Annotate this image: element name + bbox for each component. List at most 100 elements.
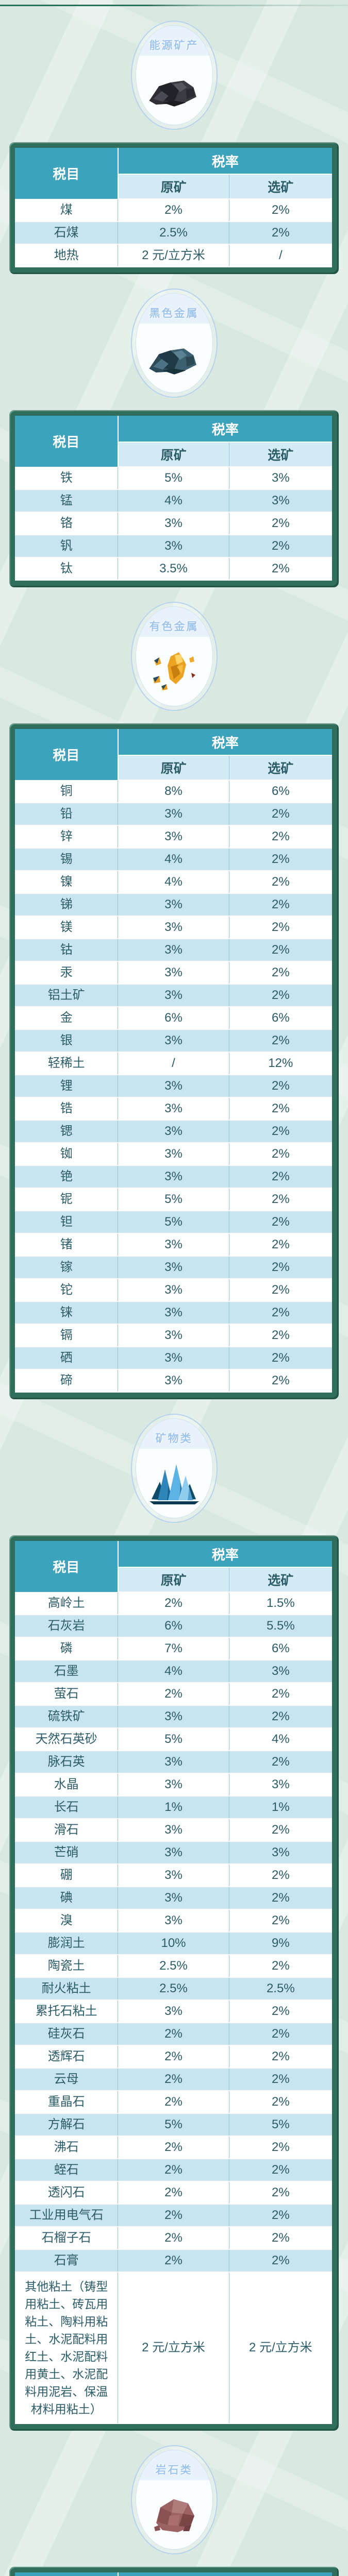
beneficiated-ore-rate-cell: 6% xyxy=(228,1007,332,1030)
beneficiated-ore-rate-cell: 2% xyxy=(228,984,332,1007)
col-header-tax-item: 税目 xyxy=(15,729,119,780)
tax-item-cell: 硅灰石 xyxy=(15,2023,118,2046)
table-row: 煤 2% 2% xyxy=(15,199,332,222)
tax-item-cell: 锌 xyxy=(15,825,118,849)
category-badge: 能源矿产 xyxy=(130,21,218,130)
raw-ore-rate-cell: 2% xyxy=(118,2045,229,2069)
beneficiated-ore-rate-cell: 2% xyxy=(228,1256,332,1279)
beneficiated-ore-rate-cell: 2% xyxy=(228,893,332,917)
table-row: 锡 4% 2% xyxy=(15,848,332,871)
tax-item-cell: 镍 xyxy=(15,871,118,894)
beneficiated-ore-rate-cell: 2% xyxy=(228,1751,332,1774)
table-row: 镍 4% 2% xyxy=(15,871,332,894)
tax-table: 税目 税率 原矿 选矿 铁 5% 3% 锰 4% 3% 铬 3% 2% 钒 3% 2% 钛 3.5% 2% xyxy=(15,416,332,581)
table-row: 钴 3% 2% xyxy=(15,939,332,962)
raw-ore-rate-cell: 2% xyxy=(118,199,229,222)
raw-ore-rate-cell: 3% xyxy=(118,1751,229,1774)
col-header-tax-rate: 税率 xyxy=(118,1541,332,1568)
tax-item-cell: 透辉石 xyxy=(15,2045,118,2069)
table-row: 镉 3% 2% xyxy=(15,1324,332,1347)
tax-item-cell: 高岭土 xyxy=(15,1592,118,1615)
beneficiated-ore-rate-cell: 3% xyxy=(228,467,332,490)
beneficiated-ore-rate-cell: / xyxy=(228,244,332,267)
raw-ore-rate-cell: 5% xyxy=(118,1211,229,1234)
raw-ore-rate-cell: 4% xyxy=(118,1660,229,1683)
raw-ore-rate-cell: 3% xyxy=(118,1301,229,1325)
table-row: 碘 3% 2% xyxy=(15,1887,332,1910)
tax-item-cell: 硼 xyxy=(15,1864,118,1887)
beneficiated-ore-rate-cell: 2% xyxy=(228,939,332,962)
tax-item-cell: 长石 xyxy=(15,1796,118,1819)
table-row: 锂 3% 2% xyxy=(15,1075,332,1098)
beneficiated-ore-rate-cell: 6% xyxy=(228,1637,332,1660)
raw-ore-rate-cell: 3% xyxy=(118,893,229,917)
beneficiated-ore-rate-cell: 2% xyxy=(228,1165,332,1189)
gold-ore-icon xyxy=(136,637,212,706)
tax-table-body: 煤 2% 2% 石煤 2.5% 2% 地热 2 元/立方米 / xyxy=(15,199,332,267)
tax-item-cell: 云母 xyxy=(15,2068,118,2091)
raw-ore-rate-cell: 3% xyxy=(118,1165,229,1189)
table-row: 镓 3% 2% xyxy=(15,1256,332,1279)
table-row: 锰 4% 3% xyxy=(15,489,332,513)
beneficiated-ore-rate-cell: 2% xyxy=(228,961,332,985)
tax-item-cell: 镉 xyxy=(15,1324,118,1347)
col-header-beneficiated-ore: 选矿 xyxy=(228,755,332,781)
tax-table: 税目 税率 原矿 选矿 高岭土 2% 1.5% 石灰岩 6% 5.5% 磷 7% 6% 石墨 4% 3… xyxy=(15,1541,332,2424)
col-header-tax-rate: 税率 xyxy=(118,2572,332,2576)
tax-table: 税目 税率 原矿 选矿 铜 8% 6% 铅 3% 2% 锌 3% 2% 锡 4% 2% 镍 4% 2% 锑 3%… xyxy=(15,729,332,1393)
category-badge: 岩石类 xyxy=(130,2445,218,2554)
beneficiated-ore-rate-cell: 5.5% xyxy=(228,1615,332,1638)
col-header-beneficiated-ore: 选矿 xyxy=(228,1567,332,1592)
beneficiated-ore-rate-cell: 2% xyxy=(228,1347,332,1370)
raw-ore-rate-cell: 3% xyxy=(118,825,229,849)
beneficiated-ore-rate-cell: 2% xyxy=(228,2227,332,2250)
tax-item-cell: 耐火粘土 xyxy=(15,1977,118,2001)
col-header-beneficiated-ore: 选矿 xyxy=(228,442,332,467)
section-ferrous-metals: 黑色金属 税目 税率 原矿 选矿 铁 5% 3% 锰 4% 3% 铬 3 xyxy=(0,289,348,587)
beneficiated-ore-rate-cell: 2% xyxy=(228,222,332,245)
table-row: 地热 2 元/立方米 / xyxy=(15,244,332,267)
raw-ore-rate-cell: 2% xyxy=(118,2227,229,2250)
raw-ore-rate-cell: 6% xyxy=(118,1007,229,1030)
raw-ore-rate-cell: 3% xyxy=(118,1864,229,1887)
tax-item-cell: 天然石英砂 xyxy=(15,1728,118,1751)
raw-ore-rate-cell: 3% xyxy=(118,1909,229,1933)
tax-table-card: 税目 税率 原矿 选矿 铁 5% 3% 锰 4% 3% 铬 3% 2% 钒 3% 2% 钛 3.5% 2% xyxy=(9,410,339,587)
beneficiated-ore-rate-cell: 2% xyxy=(228,1887,332,1910)
tax-item-cell: 铅 xyxy=(15,803,118,826)
beneficiated-ore-rate-cell: 2% xyxy=(228,825,332,849)
raw-ore-rate-cell: 4% xyxy=(118,848,229,871)
table-row: 铝土矿 3% 2% xyxy=(15,984,332,1007)
beneficiated-ore-rate-cell: 2 元/立方米 xyxy=(228,2272,332,2424)
raw-ore-rate-cell: 3% xyxy=(118,1819,229,1842)
beneficiated-ore-rate-cell: 2% xyxy=(228,199,332,222)
category-title: 黑色金属 xyxy=(136,294,212,324)
raw-ore-rate-cell: 8% xyxy=(118,780,229,803)
table-row: 硫铁矿 3% 2% xyxy=(15,1705,332,1728)
tax-item-cell: 碲 xyxy=(15,1369,118,1393)
table-row: 镁 3% 2% xyxy=(15,916,332,939)
table-row: 锌 3% 2% xyxy=(15,825,332,849)
tax-table-card: 税目 税率 原矿 选矿 煤 2% 2% 石煤 2.5% 2% 地热 2 元/立方米 / xyxy=(9,142,339,274)
tax-item-cell: 铌 xyxy=(15,1188,118,1211)
tax-item-cell: 脉石英 xyxy=(15,1751,118,1774)
tax-item-cell: 萤石 xyxy=(15,1683,118,1706)
tax-item-cell: 溴 xyxy=(15,1909,118,1933)
section-nonferrous-metals: 有色金属 税目 税率 原矿 选矿 铜 8% 6% 铅 3% 2% 锌 3 xyxy=(0,602,348,1399)
tax-item-cell: 煤 xyxy=(15,199,118,222)
beneficiated-ore-rate-cell: 2% xyxy=(228,1097,332,1121)
raw-ore-rate-cell: 3% xyxy=(118,1143,229,1166)
table-row: 金 6% 6% xyxy=(15,1007,332,1030)
beneficiated-ore-rate-cell: 5% xyxy=(228,2113,332,2137)
category-title: 能源矿产 xyxy=(136,26,212,56)
raw-ore-rate-cell: 3% xyxy=(118,1256,229,1279)
tax-item-cell: 石膏 xyxy=(15,2249,118,2273)
table-row: 长石 1% 1% xyxy=(15,1796,332,1819)
tax-item-cell: 钛 xyxy=(15,557,118,581)
raw-ore-rate-cell: 4% xyxy=(118,489,229,513)
beneficiated-ore-rate-cell: 2% xyxy=(228,1233,332,1257)
raw-ore-rate-cell: 3% xyxy=(118,916,229,939)
raw-ore-rate-cell: 3% xyxy=(118,1029,229,1053)
col-header-beneficiated-ore: 选矿 xyxy=(228,174,332,199)
beneficiated-ore-rate-cell: 3% xyxy=(228,489,332,513)
